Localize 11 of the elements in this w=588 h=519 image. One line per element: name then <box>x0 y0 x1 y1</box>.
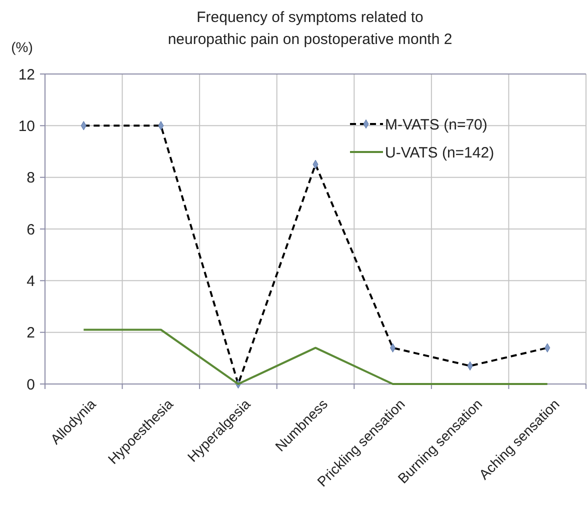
y-tick-label: 12 <box>18 66 35 84</box>
legend-label: M-VATS (n=70) <box>385 116 488 134</box>
y-tick-label: 8 <box>26 170 35 187</box>
y-tick-label: 4 <box>26 272 35 290</box>
y-tick-label: 0 <box>26 376 35 394</box>
y-tick-label: 10 <box>18 118 35 135</box>
chart-title: Frequency of symptoms related to neuropathic pain on postoperative month 2 <box>168 9 452 48</box>
y-tick-label: 6 <box>26 221 35 238</box>
y-axis-title: (%) <box>11 39 33 55</box>
legend-label: U-VATS (n=142) <box>385 144 494 162</box>
y-tick-label: 2 <box>26 324 35 342</box>
